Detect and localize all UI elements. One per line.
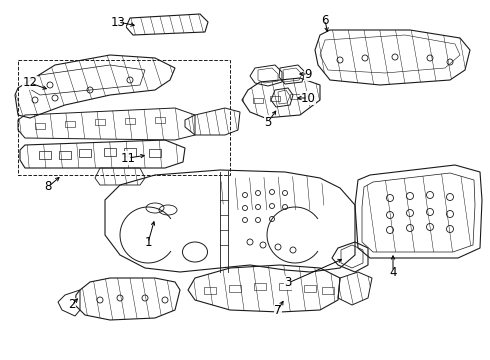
Bar — [254, 283, 266, 290]
Bar — [279, 283, 291, 290]
Bar — [305, 96, 315, 101]
Text: 13: 13 — [111, 15, 125, 28]
Bar — [59, 151, 71, 159]
Text: 12: 12 — [23, 77, 38, 90]
Text: 5: 5 — [264, 116, 271, 129]
Bar — [35, 123, 45, 129]
Text: 8: 8 — [44, 180, 51, 194]
Text: 9: 9 — [304, 68, 312, 81]
Text: 10: 10 — [300, 91, 316, 104]
Text: 6: 6 — [321, 13, 329, 27]
Bar — [124, 148, 136, 156]
Bar — [95, 119, 105, 125]
Bar — [149, 149, 161, 157]
Text: 7: 7 — [274, 303, 282, 316]
Bar — [125, 118, 135, 124]
Bar — [253, 98, 263, 103]
Bar — [270, 96, 280, 101]
Text: 1: 1 — [144, 237, 152, 249]
Bar — [39, 151, 51, 159]
Bar — [304, 285, 316, 292]
Bar — [79, 149, 91, 157]
Text: 4: 4 — [389, 266, 397, 279]
Bar — [104, 148, 116, 156]
Text: 2: 2 — [68, 298, 76, 311]
Text: 11: 11 — [121, 152, 136, 165]
Bar — [155, 117, 165, 123]
Bar — [229, 285, 241, 292]
Bar — [322, 287, 334, 294]
Text: 3: 3 — [284, 276, 292, 289]
Bar — [204, 287, 216, 294]
Bar — [290, 94, 300, 99]
Bar — [65, 121, 75, 127]
